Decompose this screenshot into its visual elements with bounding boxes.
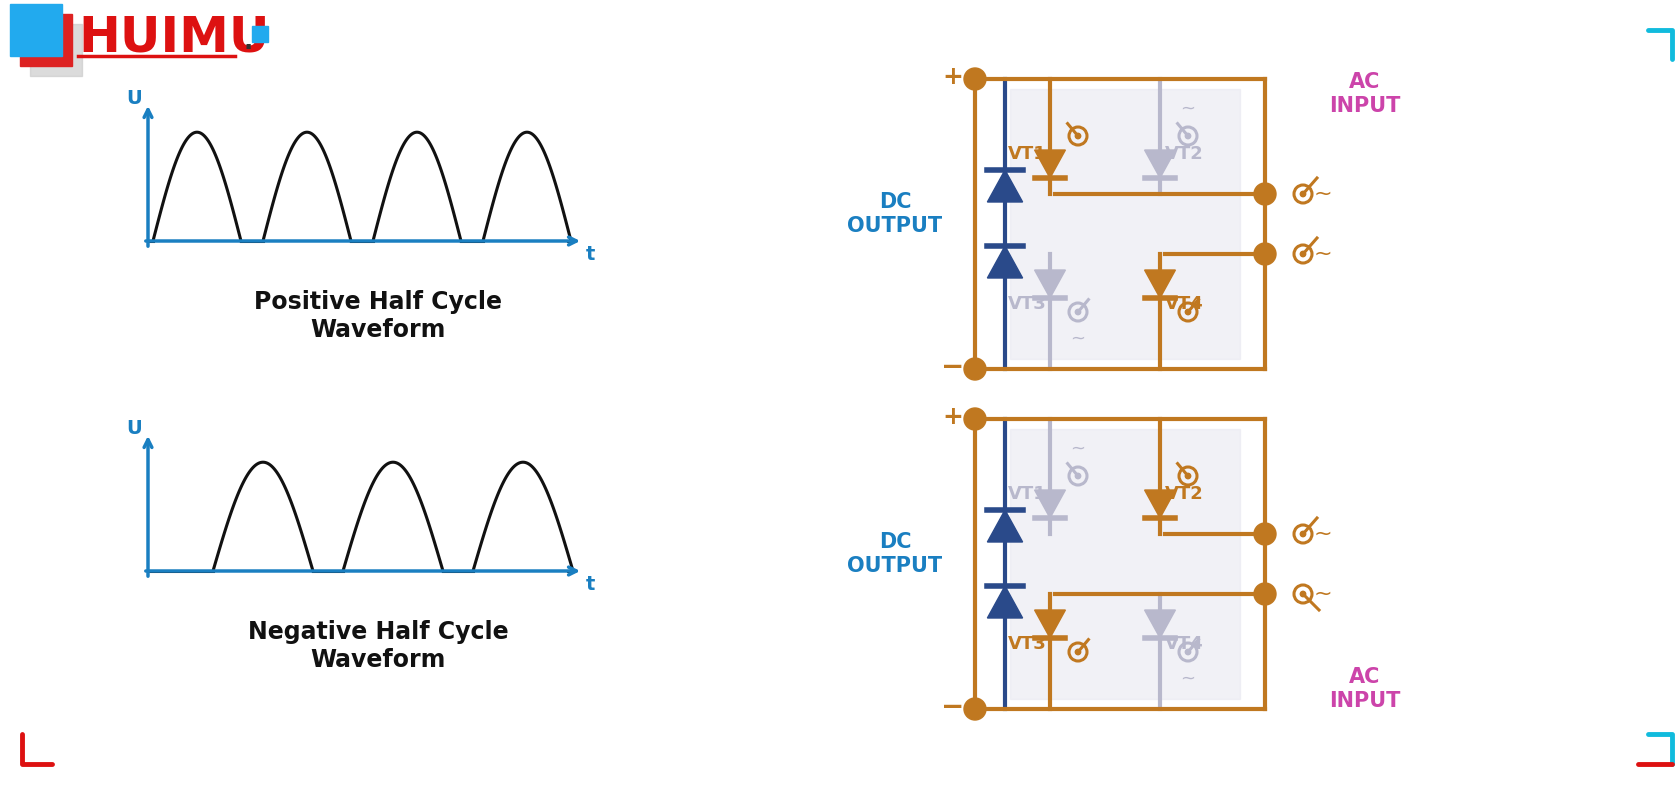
Circle shape [1185,650,1191,654]
Polygon shape [1144,150,1175,178]
Circle shape [1076,473,1081,479]
Polygon shape [1144,610,1175,638]
Text: .: . [242,16,255,58]
Text: VT1: VT1 [1008,485,1047,503]
Circle shape [1185,473,1191,479]
Text: VT3: VT3 [1008,295,1047,313]
Text: t: t [586,245,594,264]
Text: DC
OUTPUT: DC OUTPUT [847,193,943,236]
Text: VT2: VT2 [1165,145,1203,163]
Text: AC
INPUT: AC INPUT [1329,667,1401,710]
Text: Positive Half Cycle
Waveform: Positive Half Cycle Waveform [253,290,502,342]
Polygon shape [987,170,1022,202]
Text: AC
INPUT: AC INPUT [1329,73,1401,116]
Text: ~: ~ [1181,670,1195,688]
Text: HUIMU: HUIMU [77,13,270,61]
Polygon shape [1144,490,1175,518]
Text: t: t [586,575,594,594]
Text: DC
OUTPUT: DC OUTPUT [847,532,943,575]
Polygon shape [987,246,1022,278]
Bar [1010,429,1240,699]
Circle shape [963,358,987,380]
Text: −: − [941,693,965,721]
Text: VT2: VT2 [1165,485,1203,503]
Text: VT4: VT4 [1165,635,1203,653]
Text: −: − [941,353,965,381]
Circle shape [1185,133,1191,139]
Bar [252,26,268,42]
Text: U: U [126,89,143,109]
Polygon shape [1144,270,1175,298]
Polygon shape [987,510,1022,542]
Text: VT1: VT1 [1008,145,1047,163]
Circle shape [1253,183,1275,205]
Text: ~: ~ [1181,100,1195,118]
Polygon shape [987,586,1022,618]
Text: ~: ~ [1314,244,1332,264]
Text: ~: ~ [1071,440,1086,458]
Circle shape [963,408,987,430]
Polygon shape [1035,270,1066,298]
Circle shape [1076,133,1081,139]
Text: ~: ~ [1314,584,1332,604]
Polygon shape [1035,150,1066,178]
Bar [10,4,62,56]
Circle shape [1185,309,1191,315]
Polygon shape [1035,610,1066,638]
Text: +: + [943,405,963,429]
Text: ~: ~ [1071,330,1086,348]
Circle shape [1300,191,1305,197]
Polygon shape [1035,490,1066,518]
Text: U: U [126,419,143,439]
Text: Negative Half Cycle
Waveform: Negative Half Cycle Waveform [248,620,508,672]
Bar [20,14,72,66]
Circle shape [1253,583,1275,605]
Circle shape [963,68,987,90]
Circle shape [1300,531,1305,537]
Bar [30,24,82,76]
Circle shape [1076,650,1081,654]
Text: VT4: VT4 [1165,295,1203,313]
Circle shape [1076,309,1081,315]
Text: ~: ~ [1314,184,1332,204]
Text: ~: ~ [1314,524,1332,544]
Circle shape [1300,591,1305,597]
Circle shape [1300,252,1305,256]
Bar [1010,89,1240,359]
Circle shape [963,698,987,720]
Circle shape [1253,523,1275,545]
Text: +: + [943,65,963,89]
Text: VT3: VT3 [1008,635,1047,653]
Circle shape [1253,243,1275,265]
